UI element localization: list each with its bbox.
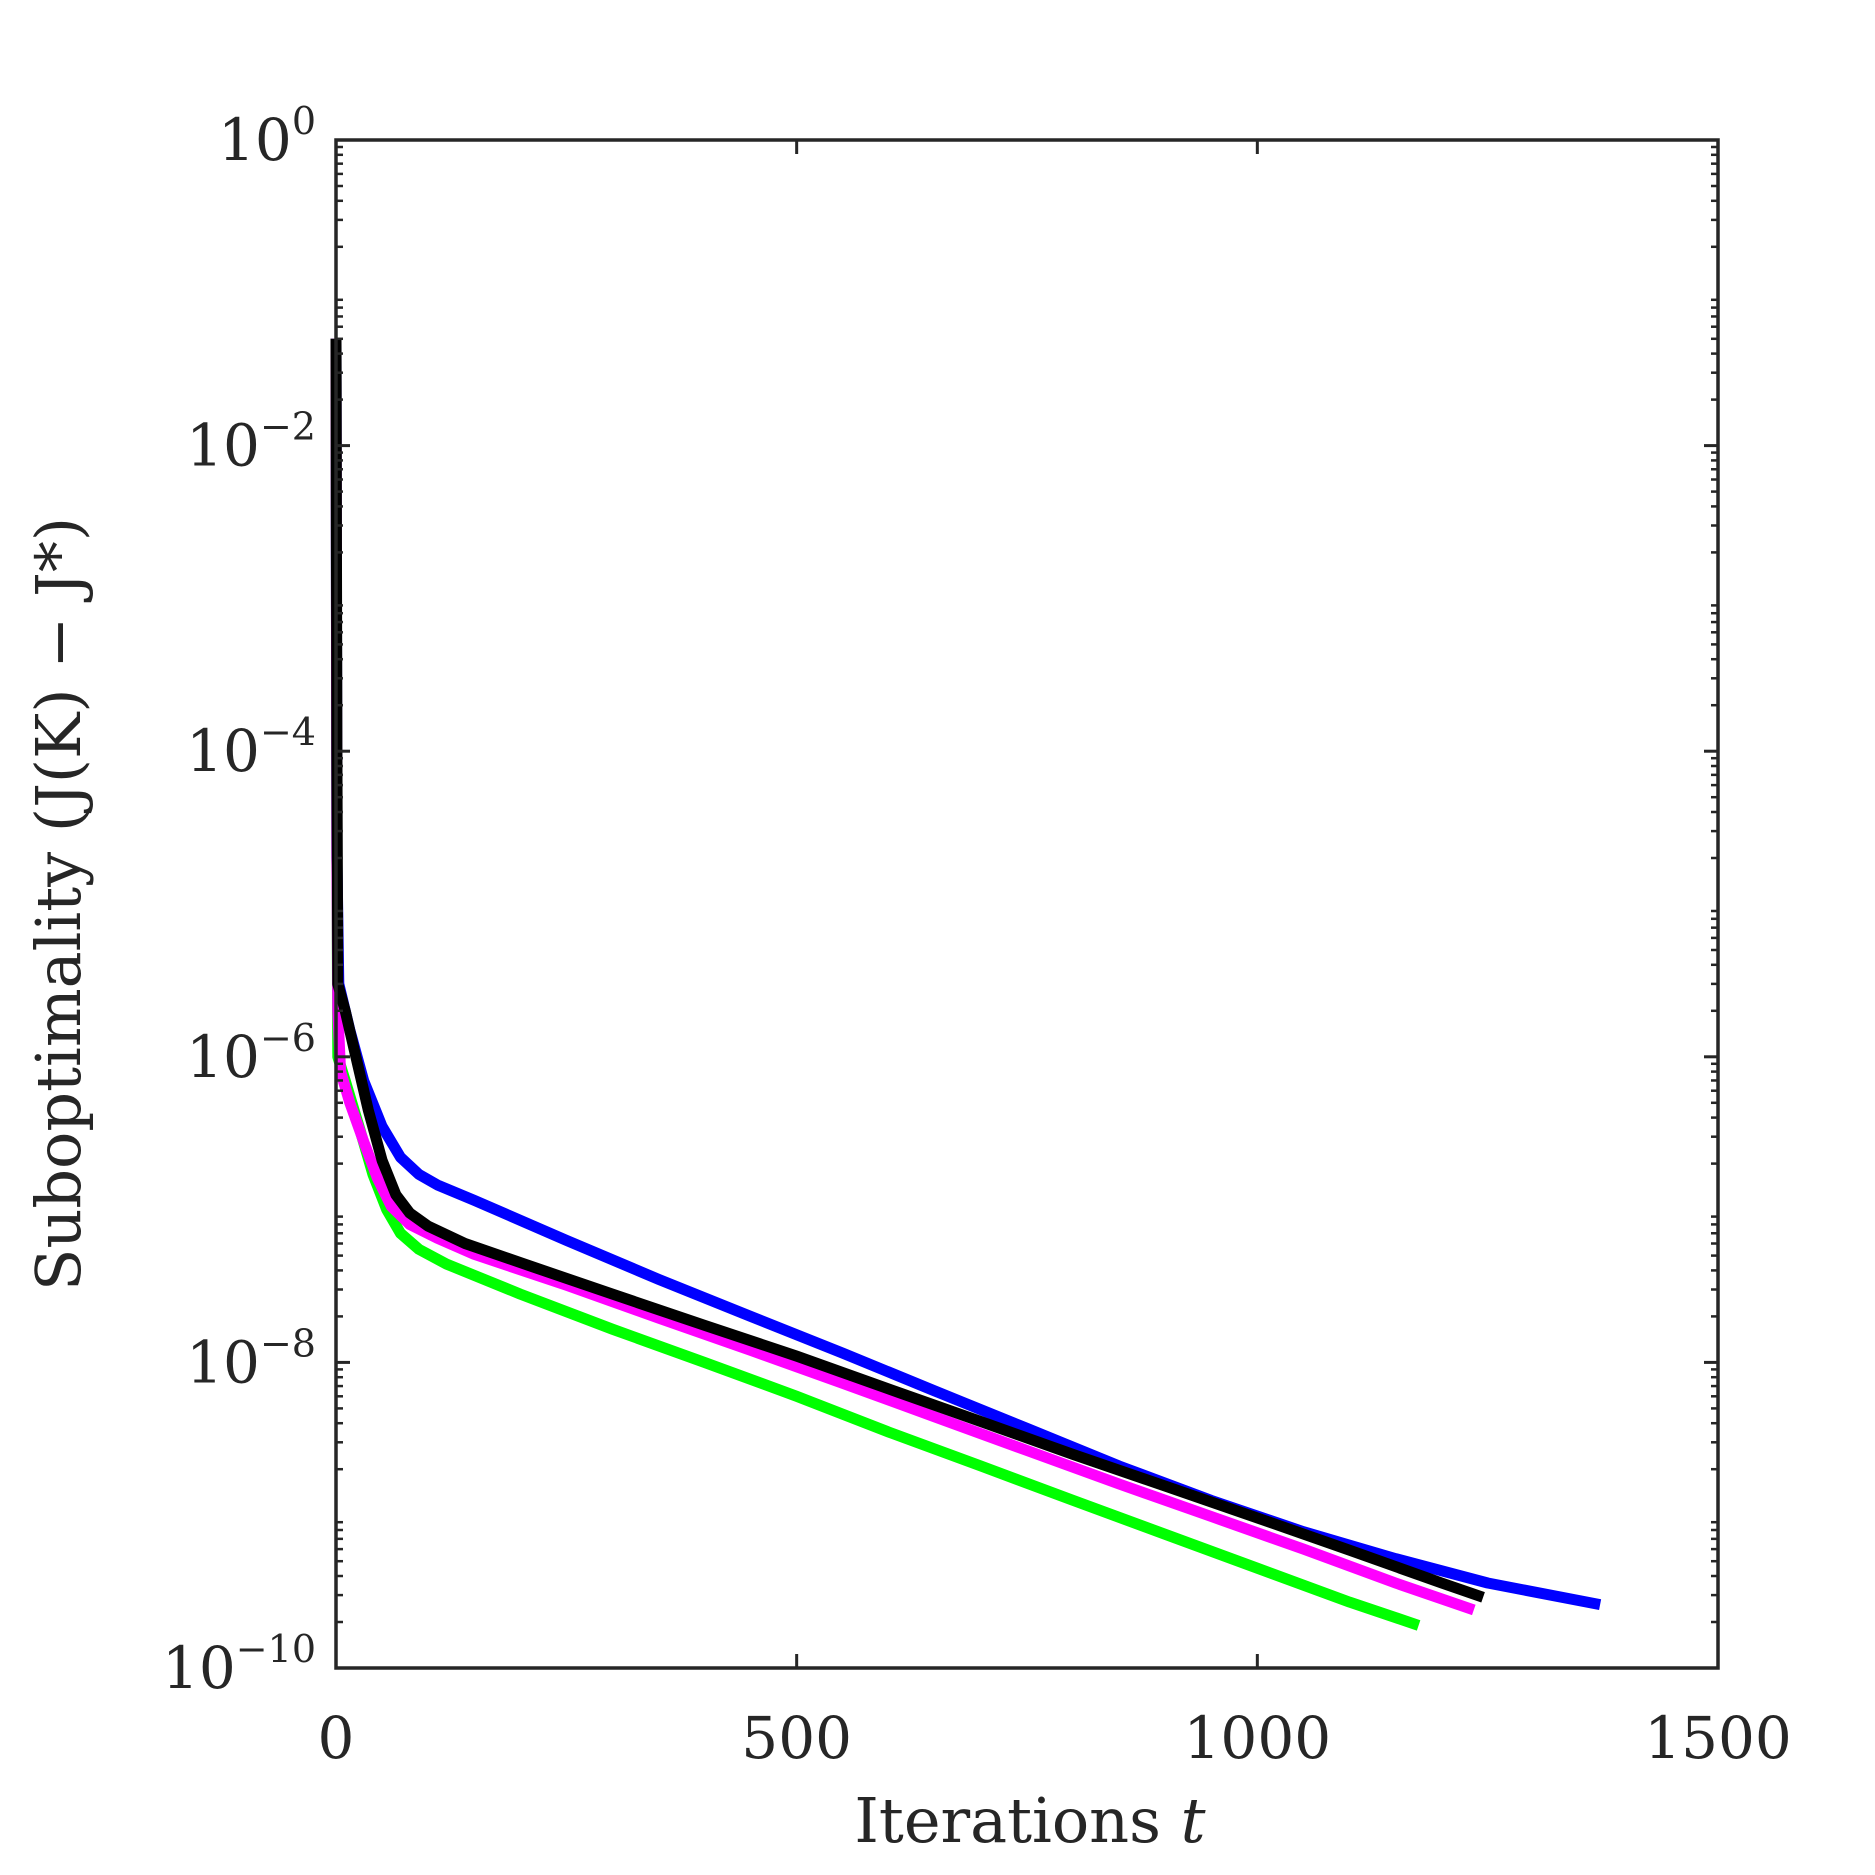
x-tick-label-2: 1000 bbox=[1184, 1704, 1332, 1772]
y-tick-label-5: 100 bbox=[218, 99, 316, 174]
plot-frame bbox=[334, 138, 1720, 1670]
series-line-2 bbox=[330, 338, 1421, 1631]
x-tick-label-0: 0 bbox=[318, 1704, 355, 1772]
series-line-4 bbox=[330, 338, 1485, 1603]
y-tick-label-1: 10−8 bbox=[186, 1321, 316, 1396]
series-layer bbox=[330, 338, 1602, 1631]
series-line-3 bbox=[330, 338, 1476, 1616]
x-tick-label-3: 1500 bbox=[1644, 1704, 1792, 1772]
x-axis-label: Iterations t bbox=[854, 1784, 1205, 1857]
x-tick-label-1: 500 bbox=[741, 1704, 852, 1772]
y-tick-label-4: 10−2 bbox=[186, 405, 316, 480]
y-tick-label-3: 10−4 bbox=[186, 710, 316, 785]
y-tick-labels: 10−10 10−8 10−6 10−4 10−2 100 bbox=[162, 99, 316, 1702]
y-axis-label: Suboptimality (J(K) − J*) bbox=[22, 517, 95, 1291]
y-tick-label-2: 10−6 bbox=[186, 1016, 316, 1091]
x-tick-labels: 0 500 1000 1500 bbox=[318, 1704, 1792, 1772]
minor-ticks bbox=[336, 145, 1718, 1624]
y-tick-label-0: 10−10 bbox=[162, 1627, 316, 1702]
